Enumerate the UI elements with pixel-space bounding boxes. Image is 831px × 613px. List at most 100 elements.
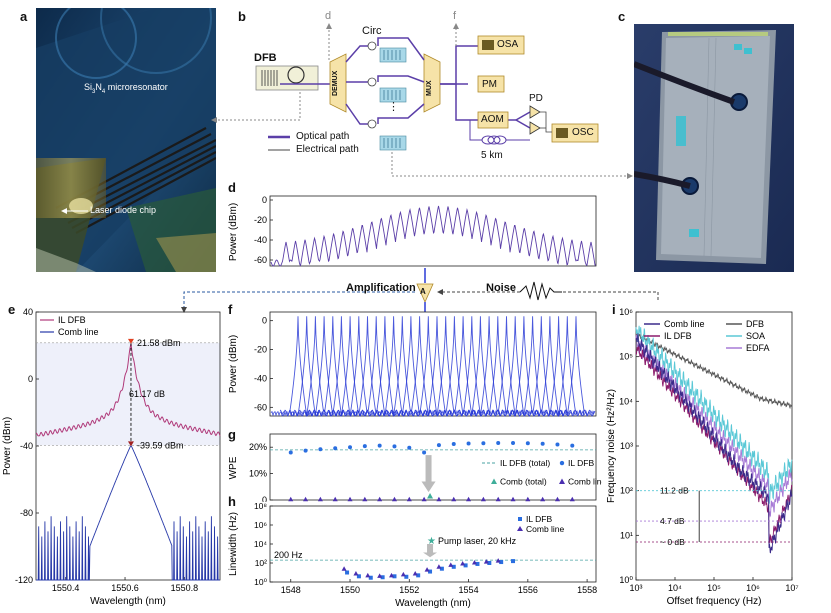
chart-g-il-dfb-point	[333, 446, 338, 451]
chart-i-ytick-label: 10¹	[620, 530, 633, 540]
chart-g-legend-label: IL DFB (total)	[500, 458, 550, 468]
chart-f-comb-line	[488, 316, 525, 417]
chart-g-comb-line-point	[362, 496, 368, 502]
chart-h-xtick-label: 1558	[577, 585, 597, 595]
chart-g-il-dfb-point	[540, 441, 545, 446]
chart-g-ytick-label: 20%	[249, 442, 267, 452]
chart-h: 10⁰ 10² 10⁴ 10⁶ 10⁸ 1548 1550 1552 1554 1556 1558 W…	[228, 502, 597, 609]
chart-g-il-dfb-point	[377, 443, 382, 448]
chart-h-comb-line-point	[448, 562, 454, 567]
chart-h-ytick-label: 10⁰	[254, 577, 267, 587]
chart-i-legend-label: IL DFB	[664, 331, 692, 341]
chart-e-ylabel: Power (dBm)	[2, 417, 13, 475]
d-reference-marker: d	[325, 10, 332, 22]
chart-h-arrow	[423, 544, 438, 558]
chart-f-comb-line	[297, 316, 334, 417]
chart-i-xtick-label: 10⁷	[785, 583, 798, 593]
ellipsis-channels: ⋮	[388, 101, 399, 113]
chart-h-comb-line-point	[495, 558, 501, 563]
chart-i-ytick-label: 10⁰	[619, 575, 633, 585]
demux-label: DEMUX	[332, 70, 339, 96]
pd-2	[529, 121, 541, 135]
chart-g-il-dfb-point	[318, 447, 323, 452]
chart-i-legend-label: SOA	[746, 331, 765, 341]
chart-h-comb-line-point	[471, 560, 477, 565]
chart-f-noise-floor	[270, 409, 596, 417]
chart-i-xtick-label: 10⁵	[707, 583, 721, 593]
chart-i-edfa-line	[635, 334, 793, 518]
circulators	[367, 41, 377, 129]
chart-g-comb-line-point	[303, 496, 309, 502]
chart-g-comb-line-point	[466, 496, 472, 502]
reference-arrows	[211, 23, 633, 179]
dfb-grating	[261, 70, 278, 86]
chart-g-comb-line-point	[554, 496, 560, 502]
chart-h-comb-line-point	[341, 566, 347, 571]
chart-h-il-dfb-point	[499, 560, 504, 565]
chart-h-il-dfb-point	[356, 574, 361, 579]
panel-label-g: g	[228, 427, 236, 442]
chip-photo-art	[634, 24, 794, 272]
laser-diode-label: Laser diode chip	[90, 205, 157, 215]
chart-h-il-dfb-point	[463, 563, 468, 568]
chart-f-comb-line	[453, 316, 491, 417]
chart-f-comb-line	[340, 316, 378, 417]
legend-optical-label: Optical path	[296, 131, 350, 142]
chart-g-il-dfb-point	[496, 440, 501, 445]
chart-e-peak-comb-marker	[127, 441, 134, 447]
chart-g-il-dfb-point	[407, 445, 412, 450]
pm-label: PM	[482, 79, 497, 90]
chart-i-xtick-label: 10⁶	[746, 583, 760, 593]
chart-g-il-dfb-point	[362, 444, 367, 449]
chart-f-comb-line	[514, 316, 552, 417]
laser-chips	[379, 47, 407, 151]
chart-f-comb-line	[522, 316, 560, 417]
chart-i: 10⁰ 10¹ 10² 10³ 10⁴ 10⁵ 10⁶ 10³ 10⁴ 10⁵ 10⁶ 10⁷ Offs…	[606, 307, 799, 607]
chart-d-spectrum	[270, 205, 596, 267]
chart-f-ytick-label: -40	[254, 373, 267, 383]
chart-f-comb-line	[323, 316, 360, 417]
chart-f-comb-line	[435, 316, 473, 417]
microresonator-label: Si3N4 microresonator	[84, 82, 168, 95]
chart-g-il-dfb-point	[422, 450, 427, 455]
chart-g-comb-line-point	[525, 496, 531, 502]
chart-h-legend-swatch	[517, 526, 523, 531]
mux-block	[423, 53, 441, 113]
chart-g-ytick-label: 0	[262, 495, 267, 502]
chart-g-il-dfb-point	[511, 440, 516, 445]
chart-i-ytick-label: 10⁶	[619, 307, 633, 317]
chart-i-xtick-label: 10⁴	[668, 583, 682, 593]
chart-i-ytick-label: 10³	[620, 441, 633, 451]
chart-f-comb-line	[444, 316, 482, 417]
chart-h-pump-marker: ★	[427, 536, 436, 547]
chart-h-comb-line-point	[412, 570, 418, 576]
chart-g-il-dfb-point	[555, 442, 560, 447]
chart-d-ylabel: Power (dBm)	[228, 203, 239, 261]
chart-h-pump-label: Pump laser, 20 kHz	[438, 536, 517, 546]
chart-e-xtick-label: 1550.6	[111, 583, 139, 593]
panel-label-a: a	[20, 9, 28, 24]
chart-f-comb-line	[427, 316, 465, 417]
chart-g-legend-swatch	[559, 478, 565, 485]
chart-h-reference-label: 200 Hz	[274, 550, 303, 560]
chart-h-comb-line-point	[353, 570, 359, 576]
chart-f-comb-line	[383, 316, 421, 417]
chart-i-comb-line-line	[635, 333, 793, 554]
chart-g-comb-line-point	[347, 496, 353, 502]
chart-i-soa-line	[635, 325, 793, 504]
chart-f-comb-line	[531, 316, 569, 417]
dfb-chip	[255, 65, 319, 91]
dfb-ring	[287, 66, 305, 84]
chart-f: 0 -20 -40 -60 Power (dBm)	[228, 311, 597, 418]
chart-f-comb-line	[496, 316, 534, 417]
chart-e-peak-il-marker	[127, 338, 134, 344]
chart-i-annotation: ~ 0 dB	[660, 537, 685, 547]
chart-g-il-dfb-point	[348, 445, 353, 450]
chart-f-comb-line	[279, 316, 317, 418]
chart-i-annotation: 4.7 dB	[660, 516, 685, 526]
chart-h-ytick-label: 10⁶	[254, 520, 267, 530]
osa-label: OSA	[497, 39, 519, 50]
chart-g-legend-label: IL DFB	[568, 458, 594, 468]
pm-box	[477, 75, 505, 93]
chart-h-legend-swatch	[518, 517, 522, 521]
